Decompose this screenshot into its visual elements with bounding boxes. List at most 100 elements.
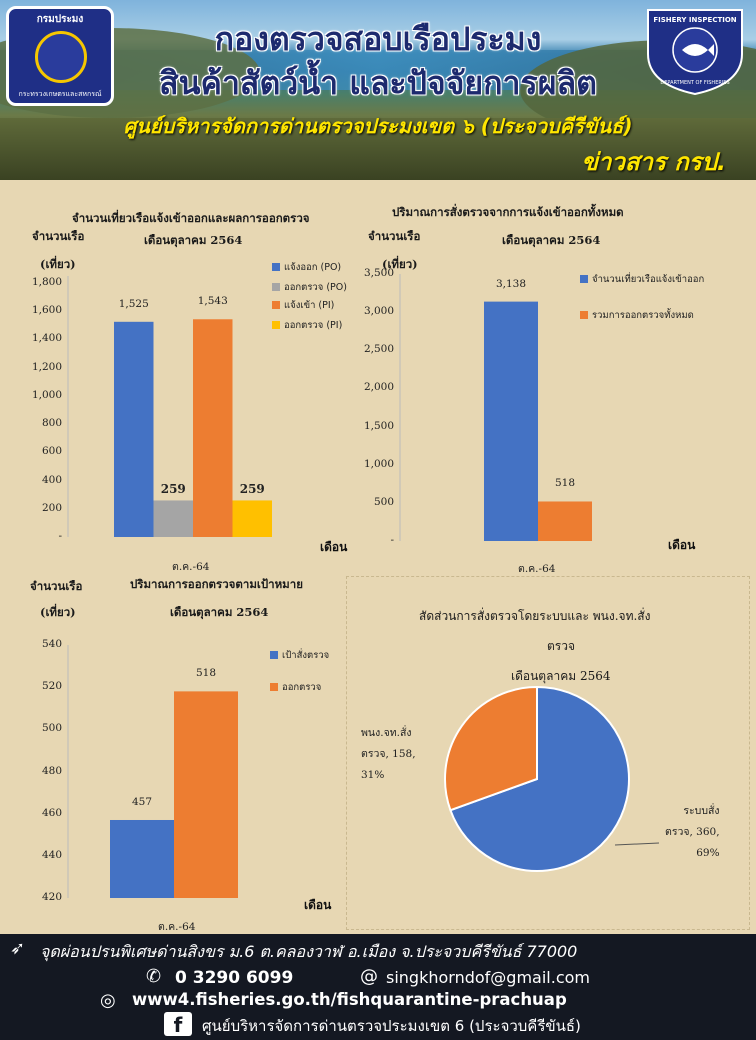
chart3-ylabel-line1: จำนวนเรือ [30, 579, 83, 593]
chart1-legend-label-po: แจ้งออก (PO) [284, 262, 342, 273]
c3-tick-label: 420 [41, 891, 62, 903]
c3-data-label-2: 518 [195, 667, 217, 680]
pie-label-officer-line2: ตรวจ, 158, [361, 748, 416, 760]
c2-tick-label: 3,500 [363, 267, 394, 279]
c1-data-label-1: 1,525 [118, 297, 149, 310]
c1-tick-label: 1,800 [31, 276, 62, 288]
chart3-xlabel: เดือน [304, 898, 332, 912]
chart2-title-line2: เดือนตุลาคม 2564 [502, 233, 601, 247]
footer-contact-bar: ➶ จุดผ่อนปรนพิเศษด่านสิงขร ม.6 ต.คลองวาฬ… [0, 934, 756, 1040]
chart1-legend-item-pi-inspect: ออกตรวจ (PI) [272, 318, 342, 333]
footer-email[interactable]: singkhorndof@gmail.com [386, 968, 590, 987]
pie-label-officer: พนง.จท.สั่ง ตรวจ, 158, 31% [361, 723, 416, 786]
c2-tick-label: 3,000 [363, 305, 394, 318]
logo-right-top-text: FISHERY INSPECTION [653, 16, 736, 24]
pie-label-officer-line1: พนง.จท.สั่ง [361, 727, 412, 739]
pie-label-system-line2: ตรวจ, 360, [665, 826, 720, 838]
logo-left-top-text: กรมประมง [36, 14, 84, 25]
c3-tick-label: 480 [41, 764, 62, 777]
pie-label-system-line3: 69% [696, 847, 720, 859]
legend-swatch [270, 651, 278, 659]
chart1-ylabel-line2: (เที่ยว) [40, 257, 76, 271]
chart1-legend-label-pi-inspect: ออกตรวจ (PI) [284, 320, 343, 331]
phone-icon: ✆ [146, 966, 162, 987]
chart1-legend-item-pi: แจ้งเข้า (PI) [272, 298, 334, 313]
c1-tick-label: 1,000 [31, 388, 62, 401]
c2-tick-label: 1,000 [363, 457, 394, 470]
facebook-icon: f [164, 1012, 192, 1037]
c2-bar-2 [538, 501, 592, 541]
chart1-legend-label-pi: แจ้งเข้า (PI) [284, 300, 335, 311]
chart4-title-line2: ตรวจ [547, 639, 576, 653]
chart3-legend-label-inspected: ออกตรวจ [282, 682, 322, 693]
chart3-legend-item-inspected: ออกตรวจ [270, 680, 321, 695]
c1-data-label-3: 1,543 [197, 295, 228, 308]
c1-tick-label: 600 [41, 445, 62, 458]
chart2-plot [399, 274, 592, 541]
chart1-title-line1: จำนวนเที่ยวเรือแจ้งเข้าออกและผลการออกตรว… [72, 211, 310, 225]
legend-swatch [272, 301, 280, 309]
chart1-legend-item-po: แจ้งออก (PO) [272, 260, 341, 275]
chart3-category-label: ต.ค.-64 [158, 921, 196, 933]
pie-slice-1 [449, 685, 630, 872]
c1-tick-label: 200 [41, 501, 62, 514]
c2-bar-1 [484, 301, 538, 541]
email-icon: @ [360, 966, 378, 987]
chart1-title-line2: เดือนตุลาคม 2564 [144, 233, 243, 247]
pie-leader-line-system [614, 842, 660, 846]
c3-data-label-1: 457 [131, 795, 153, 808]
c2-tick-label: 500 [373, 495, 394, 508]
pie-slice-2 [444, 685, 538, 812]
c2-tick-label: 2,000 [363, 381, 394, 394]
legend-swatch [272, 321, 280, 329]
department-of-fisheries-logo: กรมประมง กระทรวงเกษตรและสหกรณ์ [6, 6, 114, 106]
chart4-title-line1: สัดส่วนการสั่งตรวจโดยระบบและ พนง.จท.สั่ง [419, 609, 651, 623]
chart3-plot [67, 645, 238, 898]
footer-website[interactable]: www4.fisheries.go.th/fishquarantine-prac… [132, 990, 567, 1009]
c1-data-label-4: 259 [239, 482, 265, 497]
chart4-plot [444, 685, 660, 872]
chart2-legend-label-trips: จำนวนเที่ยวเรือแจ้งเข้าออก [592, 274, 705, 285]
chart-inspection-ratio-pie: สัดส่วนการสั่งตรวจโดยระบบและ พนง.จท.สั่ง… [346, 576, 750, 930]
footer-facebook-page[interactable]: ศูนย์บริหารจัดการด่านตรวจประมงเขต 6 (ประ… [202, 1017, 581, 1035]
c2-tick-label: 1,500 [363, 419, 394, 432]
globe-icon: ◎ [100, 990, 116, 1011]
chart2-ylabel-line2: (เที่ยว) [382, 257, 418, 271]
c1-bar-3 [193, 319, 233, 537]
c2-data-label-2: 518 [554, 477, 576, 490]
chart-inspection-orders: ปริมาณการสั่งตรวจจากการแจ้งเข้าออกทั้งหม… [360, 180, 756, 580]
chart4-title-line3: เดือนตุลาคม 2564 [511, 669, 611, 683]
legend-swatch [270, 683, 278, 691]
header-banner: กรมประมง กระทรวงเกษตรและสหกรณ์ FISHERY I… [0, 0, 756, 180]
c3-bar-2 [174, 691, 238, 898]
c3-tick-label: 440 [41, 848, 62, 861]
header-title-line3: ศูนย์บริหารจัดการด่านตรวจประมงเขต ๖ (ประ… [123, 114, 633, 138]
chart1-legend-item-po-inspect: ออกตรวจ (PO) [272, 280, 347, 295]
pie-label-system-line1: ระบบสั่ง [683, 805, 720, 817]
map-pin-icon: ➶ [10, 938, 26, 959]
chart2-legend-label-inspections: รวมการออกตรวจทั้งหมด [592, 310, 694, 321]
pie-label-system: ระบบสั่ง ตรวจ, 360, 69% [665, 801, 720, 864]
chart-inspection-target: จำนวนเรือ (เที่ยว) ปริมาณการออกตรวจตามเป… [0, 570, 360, 934]
c1-bar-2 [153, 500, 193, 537]
c2-tick-label: 2,500 [363, 343, 394, 356]
legend-swatch [580, 275, 588, 283]
footer-phone[interactable]: 0 3290 6099 [175, 968, 294, 988]
chart2-title-line1: ปริมาณการสั่งตรวจจากการแจ้งเข้าออกทั้งหม… [392, 205, 624, 219]
c1-tick-label: 400 [41, 473, 62, 486]
header-title-line1: กองตรวจสอบเรือประมง [214, 20, 542, 58]
chart2-legend-item-inspections: รวมการออกตรวจทั้งหมด [580, 308, 694, 323]
header-title-line2: สินค้าสัตว์น้ำ และปัจจัยการผลิต [159, 64, 597, 102]
c1-tick-label: 1,600 [31, 304, 62, 317]
c3-tick-label: 500 [41, 722, 62, 735]
chart2-legend-item-trips: จำนวนเที่ยวเรือแจ้งเข้าออก [580, 272, 704, 287]
chart1-xlabel: เดือน [320, 540, 348, 554]
c2-data-label-1: 3,138 [495, 277, 527, 290]
chart3-legend-item-target: เป้าสั่งตรวจ [270, 648, 329, 663]
chart2-xlabel: เดือน [668, 538, 696, 552]
chart3-title-line2: เดือนตุลาคม 2564 [170, 605, 269, 619]
chart2-ylabel-line1: จำนวนเรือ [368, 229, 421, 243]
chart-boat-trips: จำนวนเที่ยวเรือแจ้งเข้าออกและผลการออกตรว… [0, 180, 370, 573]
c3-tick-label: 520 [41, 680, 62, 693]
